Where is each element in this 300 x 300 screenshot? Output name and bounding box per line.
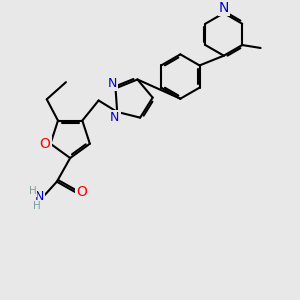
Text: O: O xyxy=(76,185,87,199)
Text: N: N xyxy=(35,190,44,203)
Text: N: N xyxy=(110,111,119,124)
Text: O: O xyxy=(40,137,51,151)
Text: N: N xyxy=(107,76,117,89)
Text: H: H xyxy=(33,201,40,211)
Text: H: H xyxy=(29,187,37,196)
Text: N: N xyxy=(219,1,229,15)
